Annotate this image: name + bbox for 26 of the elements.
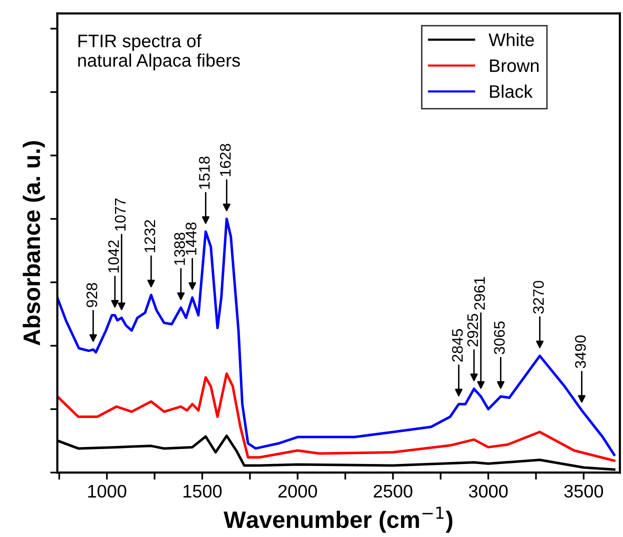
x-tick-label: 2000 xyxy=(278,484,317,498)
legend-label: Brown xyxy=(490,59,539,72)
annotation: 1628 xyxy=(220,144,231,176)
x-tick-label: 2500 xyxy=(374,484,412,498)
annotation: 2845 xyxy=(452,329,463,362)
annotation: 928 xyxy=(86,283,98,308)
legend-label: Black xyxy=(490,84,533,98)
annotation: 3490 xyxy=(575,335,586,368)
annotation: 3065 xyxy=(494,321,505,354)
chart-title: FTIR spectra of natural Alpaca fibers xyxy=(78,34,240,70)
y-axis-title: Absorbance (a. u.) xyxy=(22,141,45,346)
x-tick-label: 1000 xyxy=(88,484,126,498)
x-axis-title: Wavenumber (cm$^{−1}$) xyxy=(224,506,452,533)
annotation: 2961 xyxy=(474,277,485,310)
annotation: 1077 xyxy=(114,198,126,231)
annotation: 1042 xyxy=(108,240,120,272)
annotation: 1232 xyxy=(144,220,156,252)
legend-label: White xyxy=(488,32,534,46)
annotation: 2925 xyxy=(467,314,478,346)
annotation: 1518 xyxy=(198,156,210,189)
annotation: 1388 xyxy=(174,232,185,265)
annotation: 3270 xyxy=(533,280,544,314)
x-tick-label: 1500 xyxy=(184,484,222,498)
x-tick-label: 3500 xyxy=(564,484,604,498)
annotation: 1448 xyxy=(186,222,196,255)
x-tick-label: 3000 xyxy=(468,484,508,498)
